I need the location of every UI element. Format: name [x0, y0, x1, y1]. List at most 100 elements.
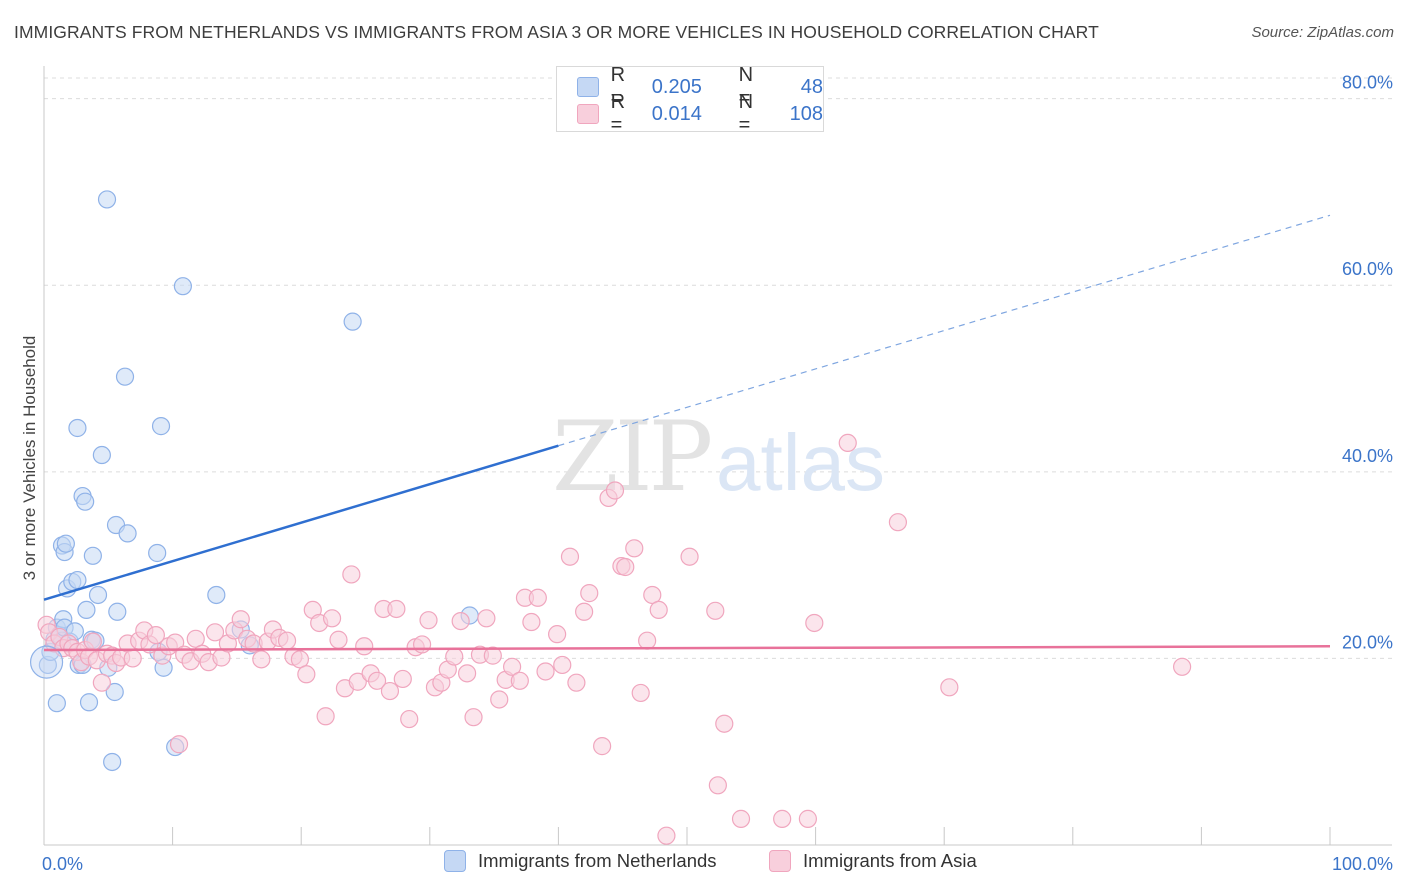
legend-row-asia: R = 0.014 N = 108	[577, 91, 824, 136]
data-point	[115, 367, 135, 386]
data-point	[457, 664, 477, 683]
data-point	[451, 611, 470, 631]
data-point	[355, 637, 374, 656]
data-point	[419, 611, 438, 630]
series-layer	[29, 190, 1192, 845]
tick-labels: 20.0% 40.0% 60.0% 80.0% 0.0% 100.0%	[42, 73, 1393, 874]
data-point	[477, 609, 496, 628]
data-point	[731, 809, 751, 828]
data-point	[580, 584, 599, 603]
data-point	[387, 599, 406, 619]
data-point	[173, 277, 192, 296]
data-point	[567, 673, 586, 692]
data-point	[605, 481, 625, 500]
y-axis-title: 3 or more Vehicles in Household	[20, 335, 39, 581]
data-point	[108, 602, 127, 621]
data-point	[490, 690, 509, 709]
data-point	[343, 312, 362, 331]
data-point	[88, 585, 108, 605]
legend-n-value-netherlands: 48	[800, 75, 824, 98]
y-tick-label: 60.0%	[1342, 259, 1393, 279]
data-point	[631, 683, 650, 703]
legend-n-label: N =	[738, 64, 754, 109]
data-point	[657, 826, 676, 845]
data-point	[575, 602, 594, 621]
data-point	[148, 543, 167, 563]
data-point	[83, 632, 102, 651]
data-point	[151, 417, 171, 436]
legend-r-label: R =	[610, 64, 626, 109]
data-point	[548, 625, 567, 644]
watermark: ZIP atlas	[552, 401, 885, 513]
trendline-netherlands-extension	[558, 214, 1331, 447]
data-point	[560, 547, 580, 566]
legend-swatch-netherlands	[577, 77, 599, 97]
data-point	[205, 623, 225, 642]
legend-n-label: N =	[738, 91, 754, 136]
data-point	[169, 735, 189, 754]
legend-r-value-asia: 0.014	[651, 102, 702, 125]
data-point	[528, 588, 547, 607]
data-point	[123, 649, 142, 668]
trendline-netherlands	[43, 444, 559, 601]
chart-title: IMMIGRANTS FROM NETHERLANDS VS IMMIGRANT…	[14, 22, 1099, 42]
data-point	[1173, 657, 1192, 676]
data-point	[277, 631, 297, 650]
data-point	[593, 737, 612, 756]
watermark-zip: ZIP	[552, 401, 711, 513]
data-point	[773, 809, 792, 828]
y-tick-label: 20.0%	[1342, 632, 1393, 652]
data-point	[412, 635, 432, 654]
bottom-legend-swatch-asia	[769, 850, 791, 872]
data-point	[940, 678, 959, 697]
data-point	[348, 672, 367, 691]
data-point	[503, 657, 522, 676]
data-point	[68, 418, 87, 438]
data-point	[118, 524, 137, 543]
data-point	[231, 610, 250, 629]
data-point	[483, 646, 502, 665]
bottom-legend-asia: Immigrants from Asia	[769, 850, 977, 872]
data-point	[680, 547, 699, 566]
data-point	[166, 633, 185, 652]
data-point	[798, 809, 817, 828]
data-point	[625, 539, 644, 558]
data-point	[715, 714, 734, 733]
legend-n-value-asia: 108	[789, 102, 824, 125]
data-point	[342, 565, 361, 584]
data-point	[464, 708, 483, 727]
data-point	[367, 671, 387, 690]
data-point	[97, 190, 117, 209]
bottom-legend-label-netherlands: Immigrants from Netherlands	[478, 850, 717, 871]
data-point	[553, 655, 572, 675]
data-point	[400, 709, 419, 729]
data-point	[522, 612, 541, 632]
data-point	[708, 776, 727, 795]
data-point	[92, 445, 111, 465]
legend-r-value-netherlands: 0.205	[651, 75, 702, 98]
legend-row-netherlands: R = 0.205 N = 48	[577, 64, 824, 109]
legend-swatch-asia	[577, 104, 599, 124]
data-point	[536, 662, 555, 681]
data-point	[76, 492, 95, 511]
data-point	[838, 433, 857, 453]
data-point	[316, 707, 335, 726]
data-point	[706, 601, 725, 620]
legend-r-label: R =	[610, 91, 626, 136]
data-point	[649, 600, 668, 620]
data-point	[77, 600, 96, 620]
bottom-legend-swatch-netherlands	[444, 850, 466, 872]
data-point	[393, 669, 412, 689]
series-asia	[37, 433, 1192, 845]
correlation-legend: R = 0.205 N = 48 R = 0.014 N = 108	[556, 64, 824, 136]
data-point	[805, 613, 824, 633]
data-point	[79, 693, 99, 712]
data-point	[83, 546, 102, 565]
bottom-legend-netherlands: Immigrants from Netherlands	[444, 850, 717, 872]
data-point	[445, 647, 464, 666]
chart-source: Source: ZipAtlas.com	[1251, 24, 1394, 41]
data-point	[56, 534, 75, 553]
data-point	[297, 665, 316, 684]
data-point	[146, 625, 165, 645]
